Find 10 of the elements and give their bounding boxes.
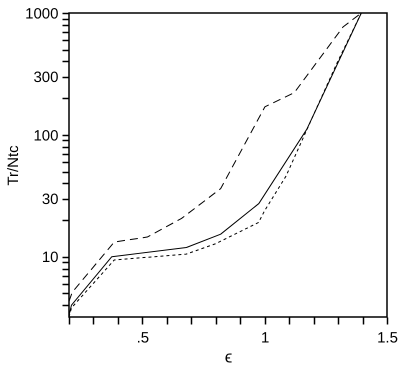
y-tick-label: 30 (42, 191, 58, 208)
x-tick-label: .5 (136, 330, 150, 346)
x-tick-label: 1.5 (377, 330, 398, 346)
y-tick-label: 300 (33, 69, 58, 86)
x-axis-title: ϵ (224, 348, 232, 366)
y-axis-title: Tr/Ntc (5, 144, 22, 186)
y-tick-label: 1000 (25, 6, 58, 22)
x-tick-label: 1 (261, 330, 270, 346)
y-tick-label: 100 (33, 127, 58, 144)
y-tick-label: 10 (42, 249, 58, 266)
